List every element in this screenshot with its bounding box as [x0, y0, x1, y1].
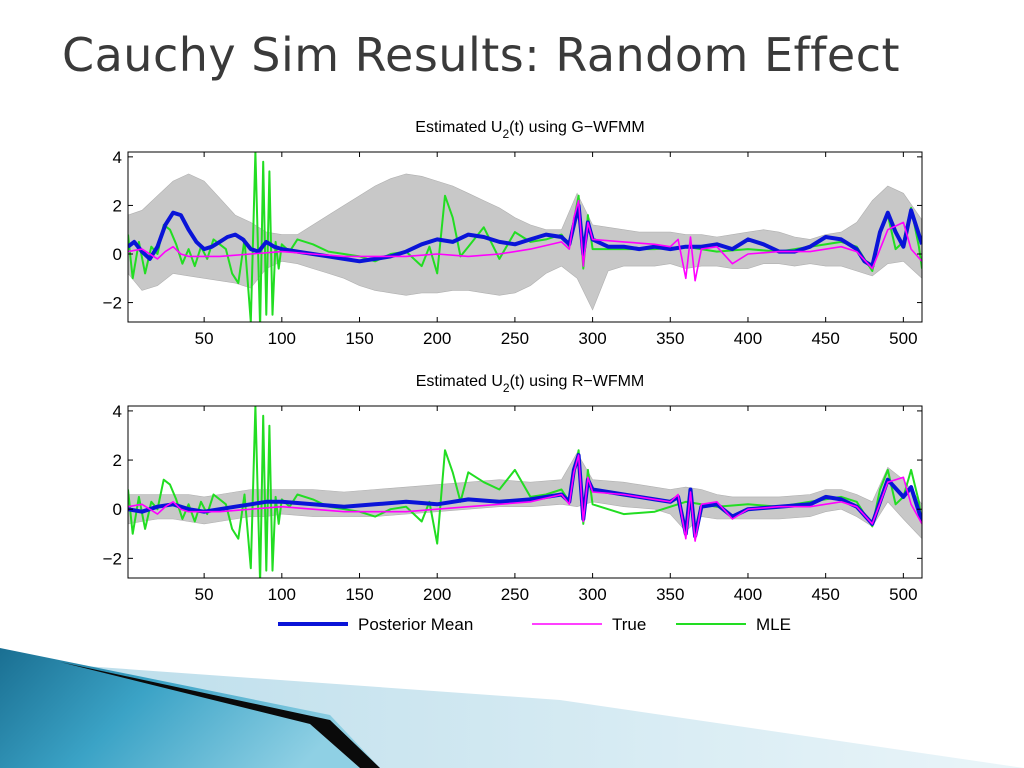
x-tick-label: 250	[501, 329, 529, 348]
x-tick-label: 250	[501, 585, 529, 604]
chart-title-rest: (t) using G−WFMM	[509, 119, 645, 136]
chart-title-subscript: 2	[502, 127, 509, 141]
x-tick-label: 450	[811, 329, 839, 348]
x-tick-label: 400	[734, 329, 762, 348]
corner-black-stripe	[60, 662, 380, 768]
y-tick-label: 4	[113, 148, 122, 167]
y-tick-label: 0	[113, 245, 122, 264]
plot-frame	[127, 405, 923, 579]
chart-title-main: Estimated U	[416, 373, 503, 390]
legend: Posterior Mean True MLE	[278, 615, 791, 634]
chart-title-rest: (t) using R−WFMM	[510, 373, 645, 390]
x-tick-label: 450	[811, 585, 839, 604]
series-line-true	[128, 199, 922, 282]
y-tick-label: 4	[113, 402, 122, 421]
x-tick-label: 50	[195, 585, 214, 604]
y-tick-label: 0	[113, 500, 122, 519]
legend-label: True	[612, 615, 646, 634]
x-tick-label: 400	[734, 585, 762, 604]
plot-frame	[127, 151, 923, 323]
x-tick-label: 300	[578, 585, 606, 604]
chart-title-main: Estimated U	[415, 119, 502, 136]
chart-title: Estimated U2(t) using R−WFMM	[416, 373, 645, 395]
y-tick-label: 2	[113, 451, 122, 470]
series-line-mle	[128, 406, 922, 578]
chart-title-subscript: 2	[503, 381, 510, 395]
corner-teal-wedge	[0, 648, 380, 768]
x-tick-label: 200	[423, 329, 451, 348]
x-tick-label: 50	[195, 329, 214, 348]
y-tick-label: −2	[103, 549, 122, 568]
x-tick-label: 100	[268, 585, 296, 604]
legend-label: MLE	[756, 615, 791, 634]
series-line-posterior-mean	[128, 203, 922, 269]
x-tick-label: 100	[268, 329, 296, 348]
x-tick-label: 350	[656, 585, 684, 604]
x-tick-label: 500	[889, 585, 917, 604]
chart-title: Estimated U2(t) using G−WFMM	[415, 119, 644, 141]
x-tick-label: 150	[345, 585, 373, 604]
series-line-true	[128, 454, 922, 542]
y-tick-label: −2	[103, 294, 122, 313]
plot-area	[128, 406, 922, 578]
x-tick-label: 500	[889, 329, 917, 348]
x-tick-label: 350	[656, 329, 684, 348]
slide-title: Cauchy Sim Results: Random Effect	[62, 28, 901, 82]
x-tick-label: 150	[345, 329, 373, 348]
credible-band	[128, 452, 922, 540]
plot-area	[128, 152, 922, 322]
x-tick-label: 200	[423, 585, 451, 604]
legend-label: Posterior Mean	[358, 615, 473, 634]
x-tick-label: 300	[578, 329, 606, 348]
y-tick-label: 2	[113, 196, 122, 215]
